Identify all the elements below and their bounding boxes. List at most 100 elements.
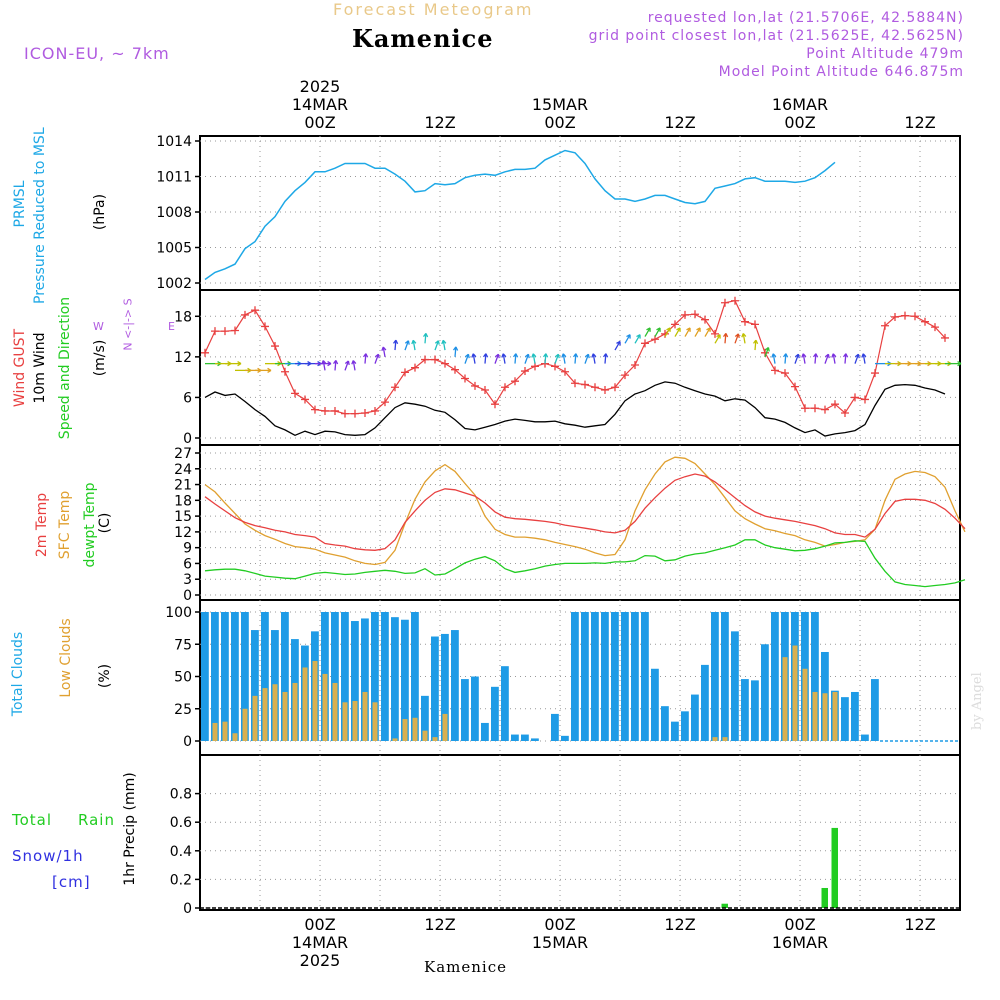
gust-marker xyxy=(261,322,269,331)
gust-marker xyxy=(241,310,249,319)
wind-arrow xyxy=(614,341,621,351)
total-cloud-bar xyxy=(751,680,759,741)
bottom-time-label: 15MAR xyxy=(532,933,588,952)
wind-arrow xyxy=(592,353,596,364)
ytick-label-wind: 18 xyxy=(174,309,192,325)
location-title: Kamenice xyxy=(352,24,494,53)
wind-arrow xyxy=(364,353,367,364)
low-cloud-bar xyxy=(792,645,798,741)
ytick-label-precip: 0.4 xyxy=(170,844,192,860)
panel-frame-precip xyxy=(199,754,961,911)
total-cloud-bar xyxy=(601,612,609,741)
gust-marker xyxy=(881,321,889,330)
bottom-time-label: 00Z xyxy=(304,915,335,934)
low-cloud-bar xyxy=(802,668,808,741)
model-point-altitude: Model Point Altitude 646.875m xyxy=(718,64,964,80)
gust-marker xyxy=(441,359,449,368)
wind-arrow xyxy=(844,353,847,364)
total-cloud-bar xyxy=(211,612,219,741)
wind-arrow xyxy=(344,360,350,371)
wind-arrow-head xyxy=(686,327,691,332)
wind-arrow xyxy=(734,333,740,344)
total-cloud-bar xyxy=(451,630,459,741)
gust-marker xyxy=(321,406,329,415)
ytick-label-pressure: 1014 xyxy=(156,134,192,150)
gust-marker xyxy=(891,312,899,321)
ytick-label-temperature: 6 xyxy=(183,556,192,572)
bottom-time-label: 16MAR xyxy=(772,933,828,952)
gust-marker xyxy=(941,333,949,342)
wind-arrow-head xyxy=(351,360,357,365)
total-cloud-bar xyxy=(201,612,209,741)
ytick-label-temperature: 18 xyxy=(174,493,192,509)
gust-marker xyxy=(631,360,639,369)
total-cloud-bar xyxy=(741,679,749,741)
low-cloud-bar xyxy=(832,691,838,741)
gust-marker xyxy=(711,329,719,338)
low-cloud-bar xyxy=(302,667,308,741)
gust-marker xyxy=(351,409,359,418)
total-cloud-bar xyxy=(401,619,409,741)
wind-arrow xyxy=(714,334,721,344)
wind-arrow xyxy=(434,340,440,351)
rain-bar xyxy=(721,903,728,908)
wind-arrow-head xyxy=(636,334,641,339)
gust-marker xyxy=(741,317,749,326)
low-cloud-bar xyxy=(782,657,788,741)
low-cloud-bar xyxy=(262,688,268,741)
wind-arrow-head xyxy=(542,353,549,358)
wind-arrow-head xyxy=(706,327,711,332)
gust-marker xyxy=(811,404,819,413)
wind-arrow-head xyxy=(237,361,242,367)
gust-marker xyxy=(391,383,399,392)
wind-arrow-head xyxy=(734,333,740,338)
gust-marker xyxy=(291,389,299,398)
wind-arrow xyxy=(574,353,577,364)
total-cloud-bar xyxy=(221,612,229,741)
wind-arrow xyxy=(754,340,757,351)
gust-marker xyxy=(911,312,919,321)
ytick-label-temperature: 21 xyxy=(174,478,192,494)
total-cloud-bar xyxy=(241,612,249,741)
gust-marker xyxy=(501,383,509,392)
low-cloud-bar xyxy=(412,717,418,741)
precip-label-rain: Rain xyxy=(78,811,115,829)
t2m-line xyxy=(204,473,966,551)
precip-label-total: Total xyxy=(12,811,53,829)
low-cloud-bar xyxy=(332,682,338,741)
wind-arrow-head xyxy=(482,353,489,358)
bottom-time-label: 00Z xyxy=(784,915,815,934)
ytick-label-pressure: 1011 xyxy=(156,170,192,186)
precip-labels: Total Rain Snow/1h [cm] 1hr Precip (mm) xyxy=(0,755,200,910)
wind-arrow-head xyxy=(434,340,440,345)
gust-marker xyxy=(831,400,839,409)
wind-arrow-head xyxy=(676,327,681,332)
ytick-label-wind: 6 xyxy=(183,390,192,406)
gust-marker xyxy=(381,398,389,407)
gust-marker xyxy=(491,400,499,409)
total-cloud-bar xyxy=(731,631,739,741)
total-cloud-bar xyxy=(511,734,519,741)
wind-labels: Wind GUST 10m Wind Speed and Direction (… xyxy=(0,290,200,445)
total-cloud-bar xyxy=(871,679,879,741)
wind-arrow xyxy=(524,353,530,364)
total-cloud-bar xyxy=(331,612,339,741)
wind-arrow-head xyxy=(392,339,399,345)
gust-marker xyxy=(451,365,459,374)
gust-marker xyxy=(511,377,519,386)
compass-w: W xyxy=(93,320,104,333)
gust-marker xyxy=(791,382,799,391)
ytick-label-temperature: 12 xyxy=(174,525,192,541)
ytick-label-wind: 12 xyxy=(174,350,192,366)
total-cloud-bar xyxy=(571,612,579,741)
gust-marker xyxy=(281,367,289,376)
bottom-time-label: 00Z xyxy=(544,915,575,934)
bottom-time-label: 12Z xyxy=(664,915,695,934)
gust-marker xyxy=(201,348,209,357)
wind-arrow xyxy=(484,353,487,364)
wind-arrow-head xyxy=(404,340,410,345)
wind-arrow-head xyxy=(764,346,770,352)
wind-arrow-head xyxy=(471,353,477,358)
gust-marker xyxy=(301,395,309,404)
total-cloud-bar xyxy=(561,735,569,741)
